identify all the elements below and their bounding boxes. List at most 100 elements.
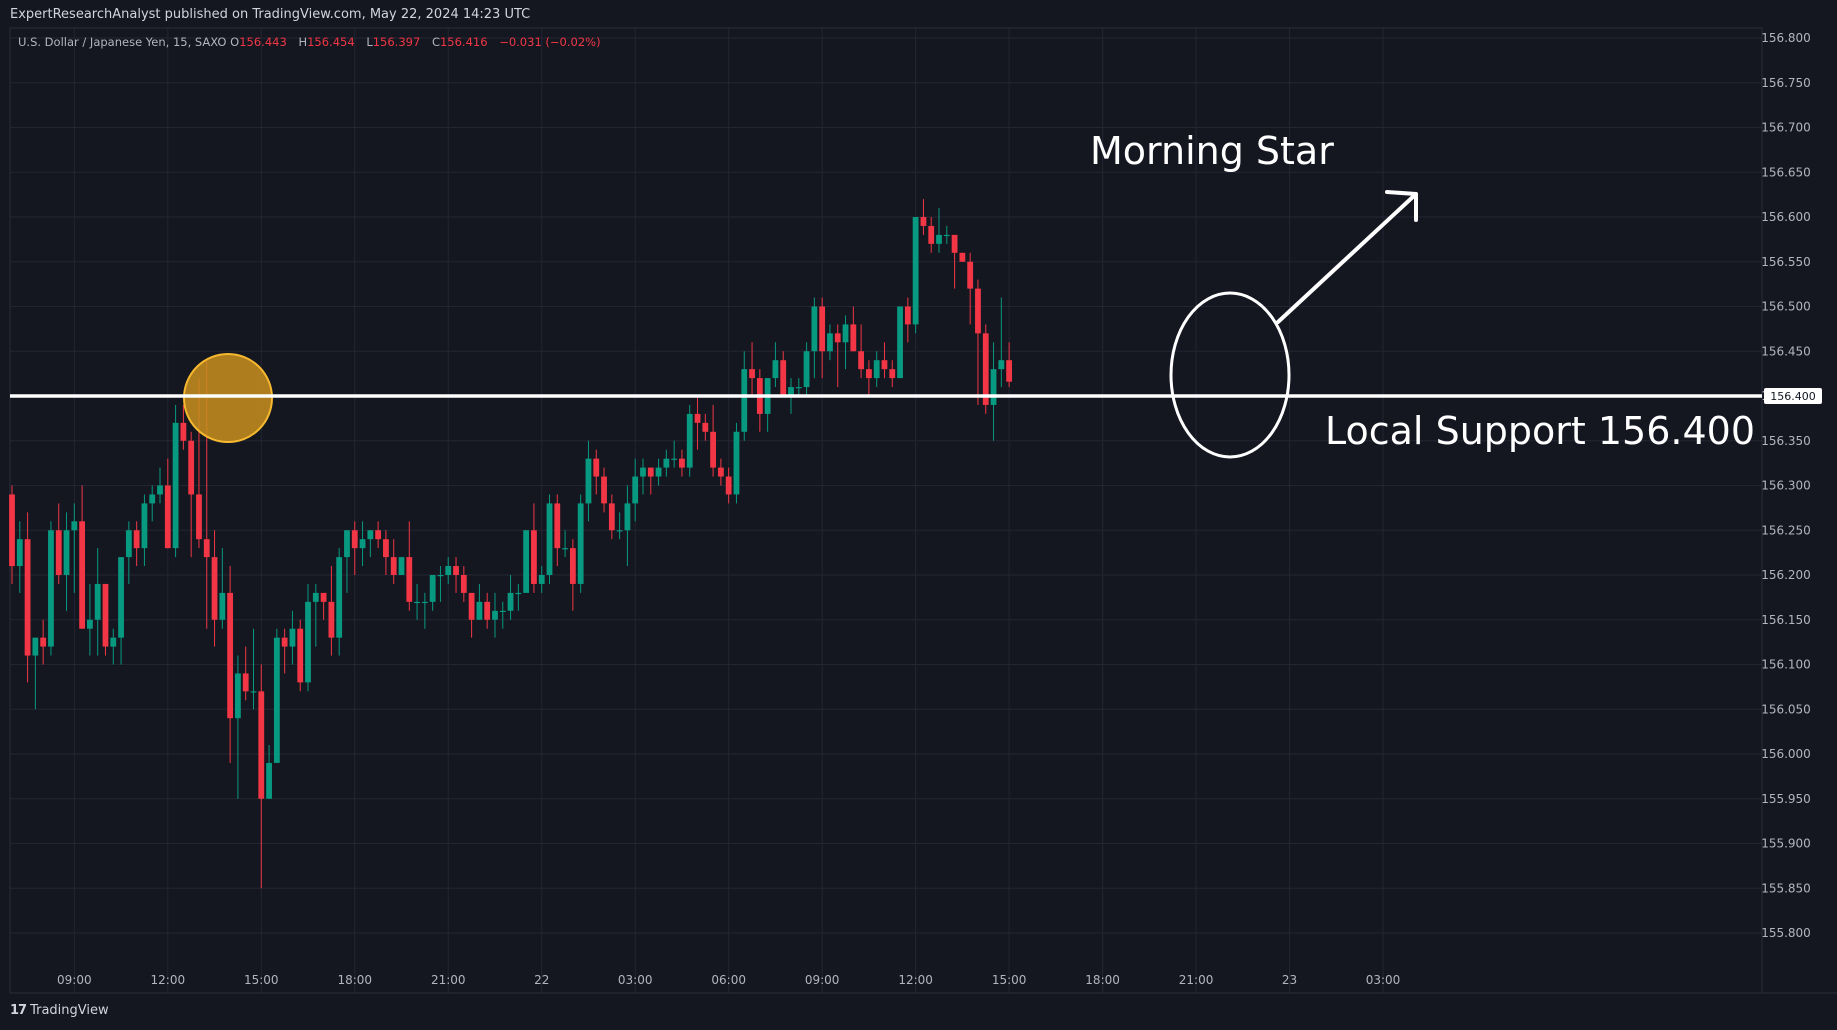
candle-body xyxy=(904,306,911,325)
open-label: O xyxy=(230,35,240,49)
candle-body xyxy=(460,575,467,593)
footer-brand[interactable]: 17 TradingView xyxy=(10,1003,109,1018)
price-tick-label: 156.100 xyxy=(1761,658,1811,672)
change-value: −0.031 (−0.02%) xyxy=(499,35,601,49)
candle-body xyxy=(499,610,506,612)
candle-body xyxy=(593,458,600,477)
time-tick-label: 03:00 xyxy=(618,973,653,987)
symbol-label[interactable]: U.S. Dollar / Japanese Yen, 15, SAXO xyxy=(18,35,227,49)
candle-body xyxy=(359,539,366,549)
candles xyxy=(9,199,1013,889)
price-axis[interactable]: 156.800 156.750 156.700 156.650 156.600 156.5… xyxy=(1761,31,1811,940)
candle-body xyxy=(258,691,265,799)
candle-body xyxy=(827,333,833,352)
candle-body xyxy=(889,369,896,379)
time-axis[interactable]: 09:00 12:00 15:00 18:00 21:00 22 03:00 06:00 09:… xyxy=(57,973,1400,987)
candle-body xyxy=(344,530,350,558)
candle-body xyxy=(819,306,826,352)
tradingview-logo-icon: 17 xyxy=(10,1003,27,1018)
candle-body xyxy=(196,494,202,540)
candle-body xyxy=(468,592,475,620)
candle-body xyxy=(9,494,15,567)
price-tick-label: 156.550 xyxy=(1761,255,1811,269)
time-tick-label: 09:00 xyxy=(805,973,840,987)
candle-body xyxy=(398,557,405,575)
close-value: 156.416 xyxy=(439,35,488,49)
time-tick-label: 06:00 xyxy=(711,973,746,987)
candle-body xyxy=(686,413,693,468)
candle-body xyxy=(951,234,958,253)
price-tick-label: 156.200 xyxy=(1761,568,1811,582)
candle-body xyxy=(694,413,701,423)
candle-body xyxy=(749,369,755,379)
candle-body xyxy=(647,467,654,477)
candle-body xyxy=(671,458,678,460)
candle-body xyxy=(188,440,195,495)
candle-body xyxy=(87,619,93,629)
high-label: H xyxy=(298,35,308,49)
candle-body xyxy=(881,360,888,370)
candle-body xyxy=(63,530,70,575)
price-tick-label: 156.800 xyxy=(1761,31,1811,45)
up-arrow-icon xyxy=(1276,190,1418,324)
brand-name: TradingView xyxy=(30,1003,109,1018)
candle-body xyxy=(741,369,748,432)
candle-body xyxy=(445,566,452,575)
price-tick-label: 156.250 xyxy=(1761,523,1811,537)
price-tick-label: 155.850 xyxy=(1761,881,1811,895)
candle-body xyxy=(546,503,553,575)
time-tick-label: 03:00 xyxy=(1366,973,1401,987)
support-price-label: 156.400 xyxy=(1770,390,1816,403)
time-tick-label: 15:00 xyxy=(992,973,1027,987)
candle-body xyxy=(920,217,927,226)
candle-body xyxy=(406,557,413,602)
candle-body xyxy=(562,548,568,550)
candle-body xyxy=(640,467,646,477)
candle-body xyxy=(336,557,343,638)
candle-body xyxy=(725,476,732,495)
candle-body xyxy=(554,503,561,549)
candle-body xyxy=(585,458,592,504)
candle-body xyxy=(803,351,810,388)
support-annotation: Local Support 156.400 xyxy=(1325,409,1755,453)
candle-body xyxy=(959,252,966,262)
candle-body xyxy=(866,369,872,379)
candle-body xyxy=(429,575,436,602)
candle-body xyxy=(624,503,631,531)
candle-body xyxy=(608,503,615,531)
price-tick-label: 155.800 xyxy=(1761,926,1811,940)
candle-body xyxy=(507,592,514,611)
time-tick-label: 22 xyxy=(534,973,549,987)
morning-star-ellipse xyxy=(1169,291,1291,459)
price-tick-label: 156.750 xyxy=(1761,76,1811,90)
candle-body xyxy=(772,360,779,379)
candle-body xyxy=(16,539,23,567)
candle-body xyxy=(273,637,280,763)
candle-body xyxy=(157,485,163,495)
candle-body xyxy=(219,592,226,620)
pattern-label: Morning Star xyxy=(1090,129,1334,173)
candle-body xyxy=(172,422,179,549)
candle-body xyxy=(632,476,639,504)
candle-body xyxy=(842,324,849,343)
time-tick-label: 09:00 xyxy=(57,973,92,987)
candle-body xyxy=(390,557,397,575)
candle-body xyxy=(967,261,974,289)
candle-body xyxy=(975,288,981,334)
candle-body xyxy=(289,628,296,647)
candle-body xyxy=(312,592,319,602)
price-tick-label: 156.650 xyxy=(1761,165,1811,179)
support-price-badge: 156.400 xyxy=(1764,388,1822,404)
candle-body xyxy=(328,601,335,638)
time-tick-label: 21:00 xyxy=(431,973,466,987)
time-tick-label: 18:00 xyxy=(337,973,372,987)
candle-body xyxy=(577,503,584,584)
candle-body xyxy=(250,691,257,693)
candle-body xyxy=(601,476,607,504)
candle-body xyxy=(102,583,109,647)
time-tick-label: 21:00 xyxy=(1179,973,1214,987)
top-bar: ExpertResearchAnalyst published on Tradi… xyxy=(0,0,1837,28)
candle-body xyxy=(110,637,117,647)
close-label: C xyxy=(431,35,440,49)
